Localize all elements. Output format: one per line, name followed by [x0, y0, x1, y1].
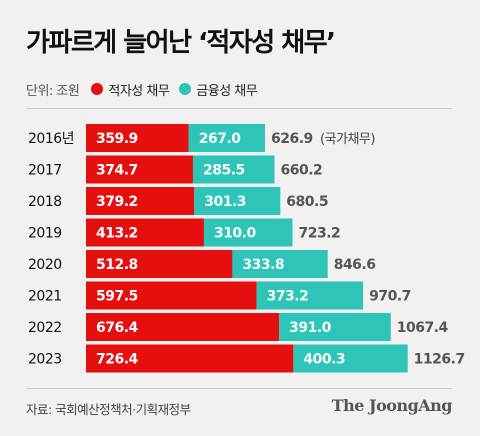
value-label-deficit: 512.8	[96, 257, 138, 273]
value-label-deficit: 359.9	[96, 131, 138, 147]
legend-label-deficit: 적자성 채무	[108, 83, 170, 99]
legend-swatch-financial	[179, 83, 192, 95]
bar-deficit	[86, 218, 204, 247]
value-label-deficit: 676.4	[96, 320, 139, 336]
total-label: 970.7	[369, 289, 411, 305]
bar-deficit	[86, 124, 189, 152]
bar-deficit	[86, 281, 257, 310]
value-label-deficit: 597.5	[96, 289, 138, 305]
total-note: (국가채무)	[320, 132, 375, 147]
total-label: 1126.7	[414, 352, 465, 368]
source-note: 자료: 국회예산정책처·기획재정부	[26, 402, 191, 417]
chart-title: 가파르게 늘어난 ‘적자성 채무’	[26, 28, 336, 58]
bar-financial	[192, 155, 275, 184]
category-label: 2019	[28, 226, 62, 242]
total-label: 626.9	[271, 131, 313, 147]
bar-deficit	[86, 313, 280, 341]
value-label-deficit: 374.7	[96, 163, 138, 179]
category-label: 2023	[28, 352, 62, 368]
value-label-financial: 391.0	[289, 320, 332, 336]
bar-deficit	[86, 344, 294, 373]
value-label-financial: 301.3	[204, 194, 246, 210]
brand-logo: The JoongAng	[331, 396, 453, 415]
bar-deficit	[86, 187, 195, 215]
category-label: 2018	[28, 194, 62, 210]
bar-deficit	[86, 250, 233, 278]
total-label: 723.2	[298, 226, 340, 242]
value-label-financial: 400.3	[303, 352, 345, 368]
legend-item-deficit: 적자성 채무	[91, 80, 170, 99]
unit-label: 단위: 조원	[26, 83, 80, 99]
category-label: 2017	[28, 163, 62, 179]
value-label-deficit: 726.4	[96, 352, 139, 368]
legend: 단위: 조원 적자성 채무 금융성 채무	[26, 80, 267, 99]
total-label: 846.6	[334, 257, 376, 273]
total-label: 660.2	[280, 163, 322, 179]
value-label-financial: 267.0	[199, 131, 242, 147]
value-label-financial: 373.2	[267, 289, 309, 305]
value-label-deficit: 379.2	[96, 194, 138, 210]
bar-financial	[256, 281, 364, 310]
total-label: 1067.4	[397, 320, 449, 336]
bar-financial	[232, 250, 328, 278]
bottom-divider	[26, 388, 452, 389]
top-divider	[26, 108, 452, 109]
bar-financial	[188, 124, 265, 152]
category-label: 2022	[28, 320, 62, 336]
bar-financial	[203, 218, 293, 247]
total-label: 680.5	[286, 194, 328, 210]
bar-deficit	[86, 155, 193, 184]
bar-financial	[293, 344, 408, 373]
value-label-financial: 333.8	[242, 257, 284, 273]
legend-label-financial: 금융성 채무	[196, 83, 258, 99]
value-label-financial: 310.0	[214, 226, 257, 242]
bar-financial	[194, 187, 281, 215]
value-label-financial: 285.5	[203, 163, 245, 179]
bar-financial	[279, 313, 391, 341]
legend-item-financial: 금융성 채무	[179, 80, 258, 99]
category-label: 2020	[28, 257, 62, 273]
category-label: 2016년	[28, 131, 74, 147]
category-label: 2021	[28, 289, 62, 305]
legend-swatch-deficit	[91, 83, 104, 95]
value-label-deficit: 413.2	[96, 226, 138, 242]
